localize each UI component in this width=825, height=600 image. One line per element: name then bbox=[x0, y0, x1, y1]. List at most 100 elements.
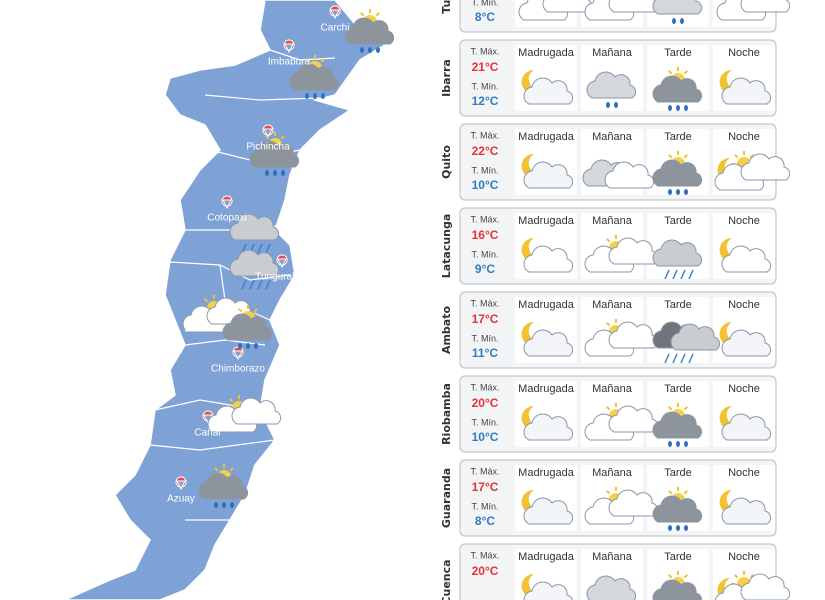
sun-ray bbox=[668, 574, 673, 579]
drop bbox=[238, 343, 242, 349]
cloud bbox=[289, 63, 340, 91]
min-temp: 9°C bbox=[475, 262, 495, 276]
cloud bbox=[608, 0, 659, 13]
cloud bbox=[198, 472, 249, 500]
drop bbox=[222, 502, 226, 508]
cloud bbox=[608, 405, 659, 433]
cloud bbox=[523, 161, 574, 189]
province-label: Chimborazo bbox=[211, 364, 265, 375]
period-label: Tarde bbox=[664, 383, 692, 395]
sun-ray bbox=[668, 70, 673, 75]
sun-ray bbox=[683, 490, 688, 495]
city-name: Cuenca bbox=[440, 559, 453, 600]
cloud bbox=[542, 0, 593, 13]
drop bbox=[676, 441, 680, 447]
moon bbox=[521, 573, 544, 598]
drop bbox=[668, 105, 672, 111]
sun-ray bbox=[668, 490, 673, 495]
sun-ray bbox=[253, 308, 258, 313]
cloud bbox=[721, 245, 772, 273]
drop bbox=[684, 525, 688, 531]
moon bbox=[521, 489, 544, 514]
period-label: Madrugada bbox=[518, 131, 575, 143]
province-label: Bolívar bbox=[184, 324, 216, 335]
sun-ray bbox=[229, 398, 234, 403]
min-label: T. Mín. bbox=[471, 0, 498, 7]
sun-ray bbox=[683, 406, 688, 411]
period-label: Tarde bbox=[664, 551, 692, 563]
sun-ray bbox=[606, 406, 611, 411]
moon bbox=[719, 237, 742, 262]
cloud bbox=[740, 573, 791, 600]
province-label: Pichincha bbox=[246, 142, 290, 153]
drop bbox=[668, 189, 672, 195]
sun-ray bbox=[360, 12, 365, 17]
period-label: Noche bbox=[728, 467, 760, 479]
period-label: Noche bbox=[728, 551, 760, 563]
cloud bbox=[523, 77, 574, 105]
province-label: Carchi bbox=[321, 23, 350, 34]
cloud bbox=[249, 140, 300, 168]
moon bbox=[521, 153, 544, 178]
max-temp: 20°C bbox=[472, 564, 499, 578]
min-label: T. Mín. bbox=[471, 165, 498, 175]
sun-ray bbox=[265, 135, 270, 140]
cloud bbox=[523, 329, 574, 357]
map-pin bbox=[283, 39, 295, 54]
max-temp: 17°C bbox=[472, 480, 499, 494]
max-label: T. Máx. bbox=[470, 298, 499, 308]
rain bbox=[664, 353, 670, 364]
max-temp: 20°C bbox=[472, 396, 499, 410]
min-temp: 11°C bbox=[472, 346, 498, 360]
sun-ray bbox=[683, 70, 688, 75]
rain bbox=[680, 269, 686, 280]
period-label: Noche bbox=[728, 131, 760, 143]
cloud bbox=[721, 413, 772, 441]
min-label: T. Mín. bbox=[471, 417, 498, 427]
period-label: Mañana bbox=[592, 215, 633, 227]
cloud bbox=[523, 245, 574, 273]
sun-ray bbox=[734, 154, 739, 159]
period-label: Madrugada bbox=[518, 215, 575, 227]
cloud bbox=[523, 581, 573, 600]
sun-ray bbox=[683, 154, 688, 159]
moon bbox=[719, 405, 742, 430]
drop bbox=[265, 170, 269, 176]
period-label: Madrugada bbox=[518, 467, 575, 479]
drop bbox=[254, 343, 258, 349]
min-label: T. Mín. bbox=[471, 249, 498, 259]
drop bbox=[680, 18, 684, 24]
max-temp: 22°C bbox=[472, 144, 499, 158]
period-label: Tarde bbox=[664, 215, 692, 227]
period-label: Noche bbox=[728, 215, 760, 227]
map-pin bbox=[329, 5, 341, 20]
drop bbox=[376, 47, 380, 53]
period-label: Mañana bbox=[592, 131, 633, 143]
moon bbox=[521, 405, 544, 430]
rain bbox=[265, 279, 271, 290]
sun-ray bbox=[749, 574, 754, 579]
sun-ray bbox=[238, 308, 243, 313]
province-label: Imbabura bbox=[268, 57, 311, 68]
max-label: T. Máx. bbox=[470, 382, 499, 392]
drop bbox=[672, 18, 676, 24]
sun-ray bbox=[606, 322, 611, 327]
drop bbox=[313, 93, 317, 99]
sun-ray bbox=[668, 154, 673, 159]
drop bbox=[368, 47, 372, 53]
province-label: Azuay bbox=[167, 494, 195, 505]
period-label: Tarde bbox=[664, 299, 692, 311]
min-temp: 12°C bbox=[472, 94, 499, 108]
max-temp: 21°C bbox=[472, 60, 499, 74]
period-label: Noche bbox=[728, 47, 760, 59]
sun-ray bbox=[683, 574, 688, 579]
rain bbox=[249, 279, 255, 290]
period-label: Madrugada bbox=[518, 383, 575, 395]
drop bbox=[676, 189, 680, 195]
sun-ray bbox=[668, 406, 673, 411]
rain bbox=[672, 269, 678, 280]
cloud bbox=[721, 329, 772, 357]
moon bbox=[521, 69, 544, 94]
cloud bbox=[222, 313, 273, 341]
